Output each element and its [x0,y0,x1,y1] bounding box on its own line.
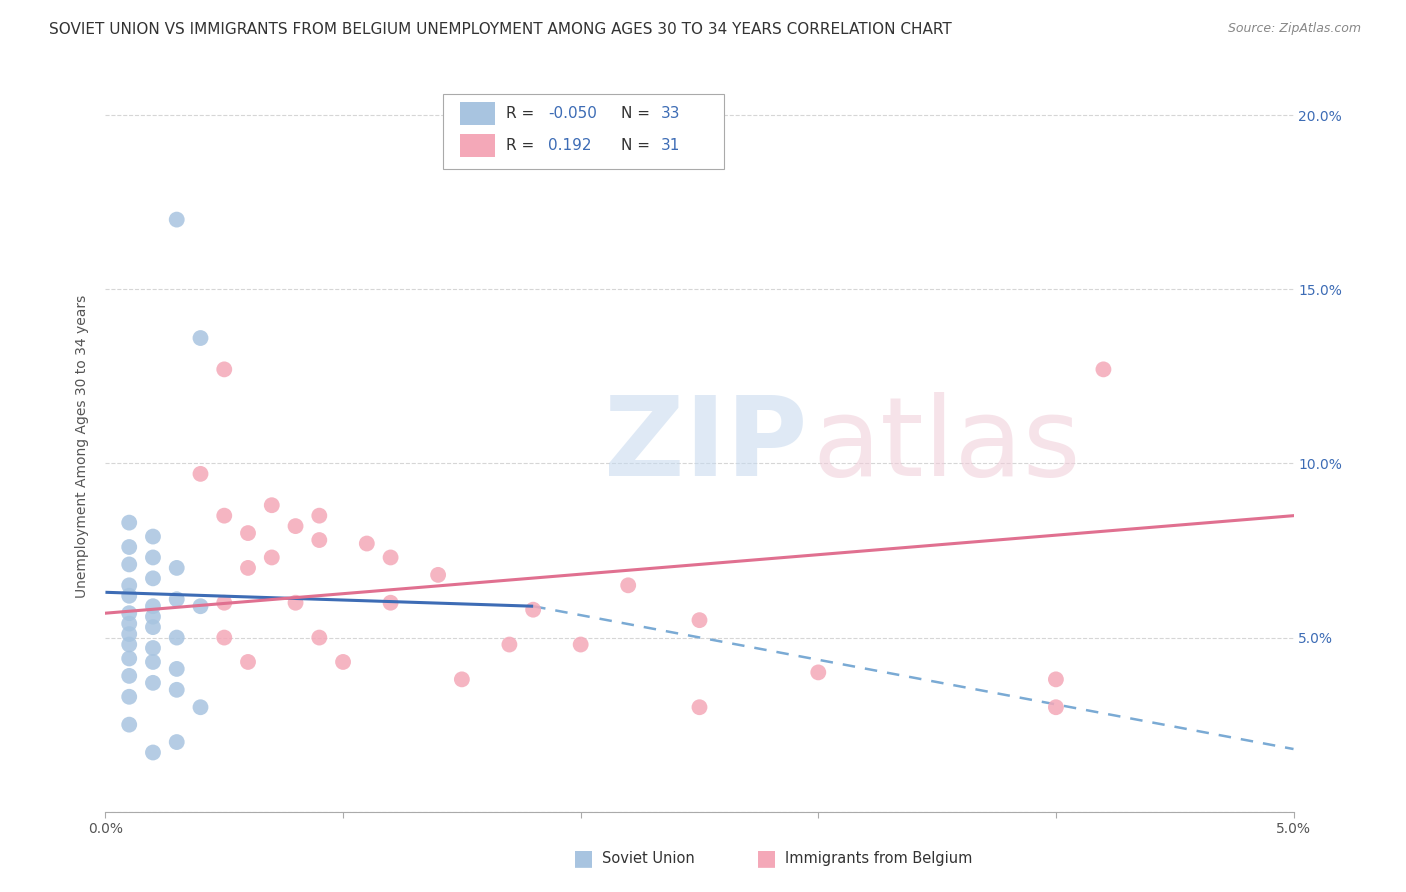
Point [142,609,165,624]
Point [190,700,212,714]
Point [190,331,212,345]
Text: 0.192: 0.192 [548,138,592,153]
Point [498,638,520,652]
Text: N =: N = [621,106,655,120]
Point [118,558,141,572]
Point [118,589,141,603]
Point [118,540,141,554]
Point [1045,673,1067,687]
Point [166,682,188,697]
Point [236,655,259,669]
Text: ■: ■ [756,848,776,868]
Point [166,631,188,645]
Point [118,616,141,631]
Point [118,578,141,592]
Text: SOVIET UNION VS IMMIGRANTS FROM BELGIUM UNEMPLOYMENT AMONG AGES 30 TO 34 YEARS C: SOVIET UNION VS IMMIGRANTS FROM BELGIUM … [49,22,952,37]
Point [142,620,165,634]
Text: ■: ■ [574,848,593,868]
Point [214,508,236,523]
Point [142,571,165,585]
Point [332,655,354,669]
Point [142,530,165,544]
Text: R =: R = [506,106,540,120]
Text: N =: N = [621,138,655,153]
Point [118,651,141,665]
Point [166,592,188,607]
Point [118,638,141,652]
Point [142,676,165,690]
Point [166,561,188,575]
Point [450,673,472,687]
Point [166,662,188,676]
Text: ZIP: ZIP [605,392,808,500]
Point [214,362,236,376]
Point [1092,362,1115,376]
Text: R =: R = [506,138,540,153]
Point [356,536,378,550]
Point [689,700,711,714]
Point [260,498,283,512]
Point [118,627,141,641]
Point [142,746,165,760]
Point [569,638,592,652]
Point [142,550,165,565]
Point [522,603,544,617]
Point [166,212,188,227]
Point [142,640,165,655]
Point [427,567,450,582]
Point [190,599,212,614]
Point [118,516,141,530]
Point [689,613,711,627]
Point [118,606,141,620]
Point [118,669,141,683]
Point [380,550,402,565]
Y-axis label: Unemployment Among Ages 30 to 34 years: Unemployment Among Ages 30 to 34 years [76,294,90,598]
Text: -0.050: -0.050 [548,106,598,120]
Point [617,578,640,592]
Point [308,533,330,547]
Point [260,550,283,565]
Point [214,596,236,610]
Point [236,561,259,575]
Text: 33: 33 [661,106,681,120]
Point [142,655,165,669]
Point [118,717,141,731]
Point [1045,700,1067,714]
Text: Soviet Union: Soviet Union [602,851,695,865]
Point [166,735,188,749]
Point [190,467,212,481]
Point [284,596,307,610]
Text: Source: ZipAtlas.com: Source: ZipAtlas.com [1227,22,1361,36]
Point [308,631,330,645]
Point [284,519,307,533]
Point [118,690,141,704]
Point [380,596,402,610]
Text: atlas: atlas [813,392,1081,500]
Text: 31: 31 [661,138,681,153]
Point [142,599,165,614]
Point [214,631,236,645]
Text: Immigrants from Belgium: Immigrants from Belgium [785,851,972,865]
Point [236,526,259,541]
Point [308,508,330,523]
Point [807,665,830,680]
